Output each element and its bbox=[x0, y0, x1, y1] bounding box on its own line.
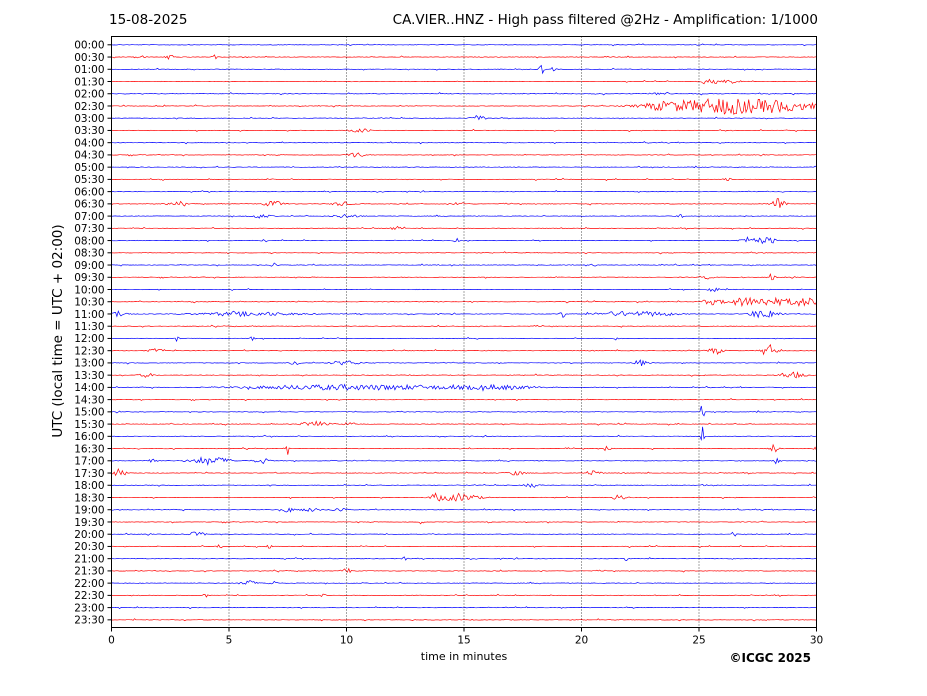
trace-1700 bbox=[111, 456, 817, 466]
chart-date: 15-08-2025 bbox=[109, 12, 188, 28]
y-axis-ticks: 00:0000:3001:0001:3002:0002:3003:0003:30… bbox=[74, 40, 112, 627]
y-tick-label: 08:30 bbox=[74, 248, 104, 260]
trace-2200 bbox=[111, 580, 817, 585]
y-tick-label: 23:00 bbox=[74, 602, 104, 614]
y-tick-label: 20:30 bbox=[74, 541, 104, 553]
x-tick-label: 5 bbox=[226, 635, 233, 647]
y-tick-label: 17:00 bbox=[74, 456, 104, 468]
x-tick-label: 25 bbox=[692, 635, 705, 647]
y-tick-label: 01:00 bbox=[74, 64, 104, 76]
y-tick-label: 09:00 bbox=[74, 260, 104, 272]
trace-1530 bbox=[111, 420, 817, 427]
vertical-gridlines bbox=[228, 36, 700, 628]
trace-1330 bbox=[111, 371, 817, 379]
plot-frame bbox=[111, 36, 817, 628]
y-tick-label: 11:00 bbox=[74, 309, 104, 321]
trace-1900 bbox=[111, 507, 817, 513]
y-tick-label: 21:30 bbox=[74, 566, 104, 578]
x-tick-label: 10 bbox=[340, 635, 353, 647]
y-tick-label: 16:00 bbox=[74, 431, 104, 443]
y-tick-label: 10:00 bbox=[74, 284, 104, 296]
y-tick-label: 15:00 bbox=[74, 407, 104, 419]
trace-0600 bbox=[111, 190, 817, 193]
y-tick-label: 06:30 bbox=[74, 199, 104, 211]
y-tick-label: 09:30 bbox=[74, 272, 104, 284]
y-axis-label: UTC (local time = UTC + 02:00) bbox=[50, 224, 66, 437]
y-tick-label: 14:30 bbox=[74, 394, 104, 406]
y-tick-label: 15:30 bbox=[74, 419, 104, 431]
y-tick-label: 14:00 bbox=[74, 382, 104, 394]
trace-1130 bbox=[111, 324, 817, 328]
y-tick-label: 22:00 bbox=[74, 578, 104, 590]
y-tick-label: 12:00 bbox=[74, 333, 104, 345]
trace-0430 bbox=[111, 152, 817, 158]
x-tick-label: 15 bbox=[457, 635, 470, 647]
x-tick-label: 20 bbox=[575, 635, 588, 647]
trace-1230 bbox=[111, 343, 817, 356]
y-tick-label: 03:00 bbox=[74, 113, 104, 125]
y-tick-label: 04:00 bbox=[74, 137, 104, 149]
trace-0700 bbox=[111, 213, 817, 219]
y-tick-label: 02:30 bbox=[74, 101, 104, 113]
copyright-notice: ©ICGC 2025 bbox=[729, 651, 811, 665]
y-tick-label: 05:30 bbox=[74, 174, 104, 186]
y-tick-label: 13:30 bbox=[74, 370, 104, 382]
y-tick-label: 07:00 bbox=[74, 211, 104, 223]
y-tick-label: 08:00 bbox=[74, 235, 104, 247]
trace-1630 bbox=[111, 443, 817, 455]
x-tick-label: 30 bbox=[810, 635, 823, 647]
y-tick-label: 18:00 bbox=[74, 480, 104, 492]
y-tick-label: 00:00 bbox=[74, 40, 104, 52]
trace-0500 bbox=[111, 165, 817, 169]
y-tick-label: 10:30 bbox=[74, 297, 104, 309]
y-tick-label: 06:00 bbox=[74, 186, 104, 198]
y-tick-label: 16:30 bbox=[74, 443, 104, 455]
x-tick-label: 0 bbox=[108, 635, 115, 647]
trace-1100 bbox=[111, 310, 817, 319]
trace-1200 bbox=[111, 336, 817, 343]
y-tick-label: 18:30 bbox=[74, 492, 104, 504]
y-tick-label: 12:30 bbox=[74, 345, 104, 357]
y-tick-label: 17:30 bbox=[74, 468, 104, 480]
trace-1800 bbox=[111, 483, 817, 488]
x-axis-label: time in minutes bbox=[421, 650, 508, 663]
trace-0530 bbox=[111, 177, 817, 181]
trace-1930 bbox=[111, 520, 817, 525]
y-tick-label: 20:00 bbox=[74, 529, 104, 541]
y-tick-label: 22:30 bbox=[74, 590, 104, 602]
y-tick-label: 19:00 bbox=[74, 505, 104, 517]
y-tick-label: 00:30 bbox=[74, 52, 104, 64]
trace-1030 bbox=[111, 296, 817, 308]
trace-1500 bbox=[111, 405, 817, 417]
trace-1830 bbox=[111, 492, 817, 502]
y-tick-label: 05:00 bbox=[74, 162, 104, 174]
y-tick-label: 23:30 bbox=[74, 615, 104, 627]
trace-1300 bbox=[111, 359, 817, 366]
x-axis-ticks: 0 5 10 15 20 25 30 bbox=[108, 627, 823, 647]
y-tick-label: 13:00 bbox=[74, 358, 104, 370]
trace-1730 bbox=[111, 468, 817, 477]
y-tick-label: 11:30 bbox=[74, 321, 104, 333]
trace-0630 bbox=[111, 198, 817, 208]
y-tick-label: 04:30 bbox=[74, 150, 104, 162]
trace-0030 bbox=[111, 54, 817, 60]
trace-0000 bbox=[111, 43, 817, 47]
y-tick-label: 03:30 bbox=[74, 125, 104, 137]
y-tick-label: 01:30 bbox=[74, 76, 104, 88]
y-tick-label: 07:30 bbox=[74, 223, 104, 235]
chart-title: CA.VIER..HNZ - High pass filtered @2Hz -… bbox=[392, 12, 818, 28]
y-tick-label: 19:30 bbox=[74, 517, 104, 529]
trace-2000 bbox=[111, 531, 817, 537]
y-tick-label: 02:00 bbox=[74, 89, 104, 101]
trace-0100 bbox=[111, 64, 817, 75]
trace-2330 bbox=[111, 618, 817, 622]
y-tick-label: 21:00 bbox=[74, 553, 104, 565]
